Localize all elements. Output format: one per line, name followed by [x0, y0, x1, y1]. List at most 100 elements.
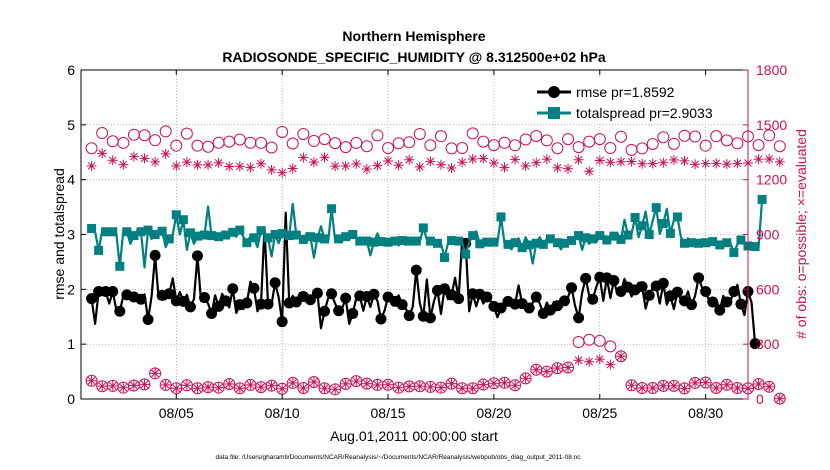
data-point — [615, 351, 626, 362]
data-point — [277, 228, 287, 238]
data-point — [341, 232, 351, 242]
asterisk-stroke — [754, 155, 763, 164]
data-point — [495, 302, 507, 314]
data-point — [350, 136, 363, 149]
data-point — [184, 301, 196, 313]
data-point — [604, 142, 617, 155]
y-axis-label: rmse and totalspread — [51, 168, 67, 300]
data-point — [524, 240, 534, 250]
data-point — [304, 294, 316, 306]
data-point — [721, 379, 732, 390]
data-point — [562, 361, 575, 374]
asterisk-stroke — [394, 161, 403, 170]
y2-axis-label: # of obs: o=possible; ×=evaluated — [793, 129, 809, 339]
asterisk-stroke — [267, 165, 276, 174]
data-point — [679, 383, 690, 394]
data-point — [679, 238, 689, 248]
data-point — [694, 238, 704, 248]
asterisk-stroke — [500, 378, 509, 387]
asterisk-stroke — [119, 383, 128, 392]
data-point — [562, 133, 575, 146]
data-point — [223, 378, 236, 391]
data-point — [773, 392, 786, 405]
data-point — [764, 381, 775, 392]
data-point — [180, 127, 193, 140]
data-point — [509, 379, 522, 392]
data-point — [700, 158, 711, 169]
data-point — [87, 223, 97, 233]
data-point — [277, 383, 288, 394]
data-point — [750, 242, 760, 252]
data-point — [203, 382, 214, 393]
series-2 — [85, 125, 786, 156]
data-point — [593, 133, 606, 146]
asterisk-stroke — [204, 161, 212, 169]
asterisk-stroke — [775, 394, 784, 403]
asterisk-stroke — [341, 379, 350, 388]
y2-tick-label: 600 — [756, 281, 780, 297]
asterisk-stroke — [341, 162, 350, 170]
data-point — [297, 127, 310, 140]
data-point — [291, 230, 301, 240]
data-point — [207, 231, 217, 241]
data-point — [396, 299, 408, 311]
data-point — [410, 264, 422, 276]
data-point — [245, 162, 256, 173]
asterisk-stroke — [299, 384, 308, 392]
asterisk-stroke — [617, 352, 625, 361]
data-point — [214, 232, 224, 242]
data-point — [519, 133, 532, 146]
data-point — [425, 236, 435, 246]
data-point — [707, 296, 719, 308]
asterisk-stroke — [405, 155, 414, 164]
data-point — [710, 382, 723, 395]
data-point — [276, 316, 288, 328]
data-point — [715, 240, 725, 250]
data-point — [393, 382, 404, 393]
data-point — [340, 292, 352, 304]
data-point — [714, 304, 726, 316]
asterisk-stroke — [490, 159, 498, 167]
data-point — [538, 239, 548, 249]
data-point — [763, 129, 776, 142]
y-tick-label: 5 — [67, 117, 75, 133]
asterisk-stroke — [214, 383, 223, 392]
data-point — [329, 383, 342, 396]
data-point — [540, 134, 553, 147]
data-point — [604, 340, 617, 353]
data-point — [623, 230, 633, 240]
data-point — [749, 338, 761, 350]
series-layer — [85, 125, 786, 405]
data-point — [185, 228, 195, 238]
data-point — [566, 282, 578, 294]
data-point — [432, 238, 442, 248]
data-point — [721, 159, 732, 170]
asterisk-stroke — [331, 385, 339, 394]
data-point — [181, 157, 192, 168]
data-point — [605, 359, 616, 370]
asterisk-stroke — [468, 155, 477, 163]
data-point — [202, 140, 215, 153]
asterisk-stroke — [606, 158, 615, 167]
data-point — [439, 253, 449, 263]
x-tick-label: 08/05 — [159, 405, 194, 421]
asterisk-stroke — [733, 159, 742, 168]
data-point — [265, 141, 278, 154]
asterisk-stroke — [585, 167, 594, 176]
data-point — [128, 151, 139, 162]
asterisk-stroke — [542, 367, 551, 376]
axes: 08/05 08/10 08/15 08/20 08/25 08/30 0 1 2 3 4 5 6 0 30… — [67, 62, 787, 421]
data-point — [403, 136, 416, 149]
asterisk-stroke — [447, 379, 456, 388]
data-point — [266, 380, 277, 391]
data-point — [608, 275, 620, 287]
data-point — [558, 295, 570, 307]
data-point — [212, 381, 225, 394]
asterisk-stroke — [564, 164, 572, 173]
data-point — [637, 383, 648, 394]
data-point — [668, 380, 679, 391]
data-point — [138, 129, 151, 142]
asterisk-stroke — [161, 150, 170, 158]
data-point — [326, 288, 338, 300]
